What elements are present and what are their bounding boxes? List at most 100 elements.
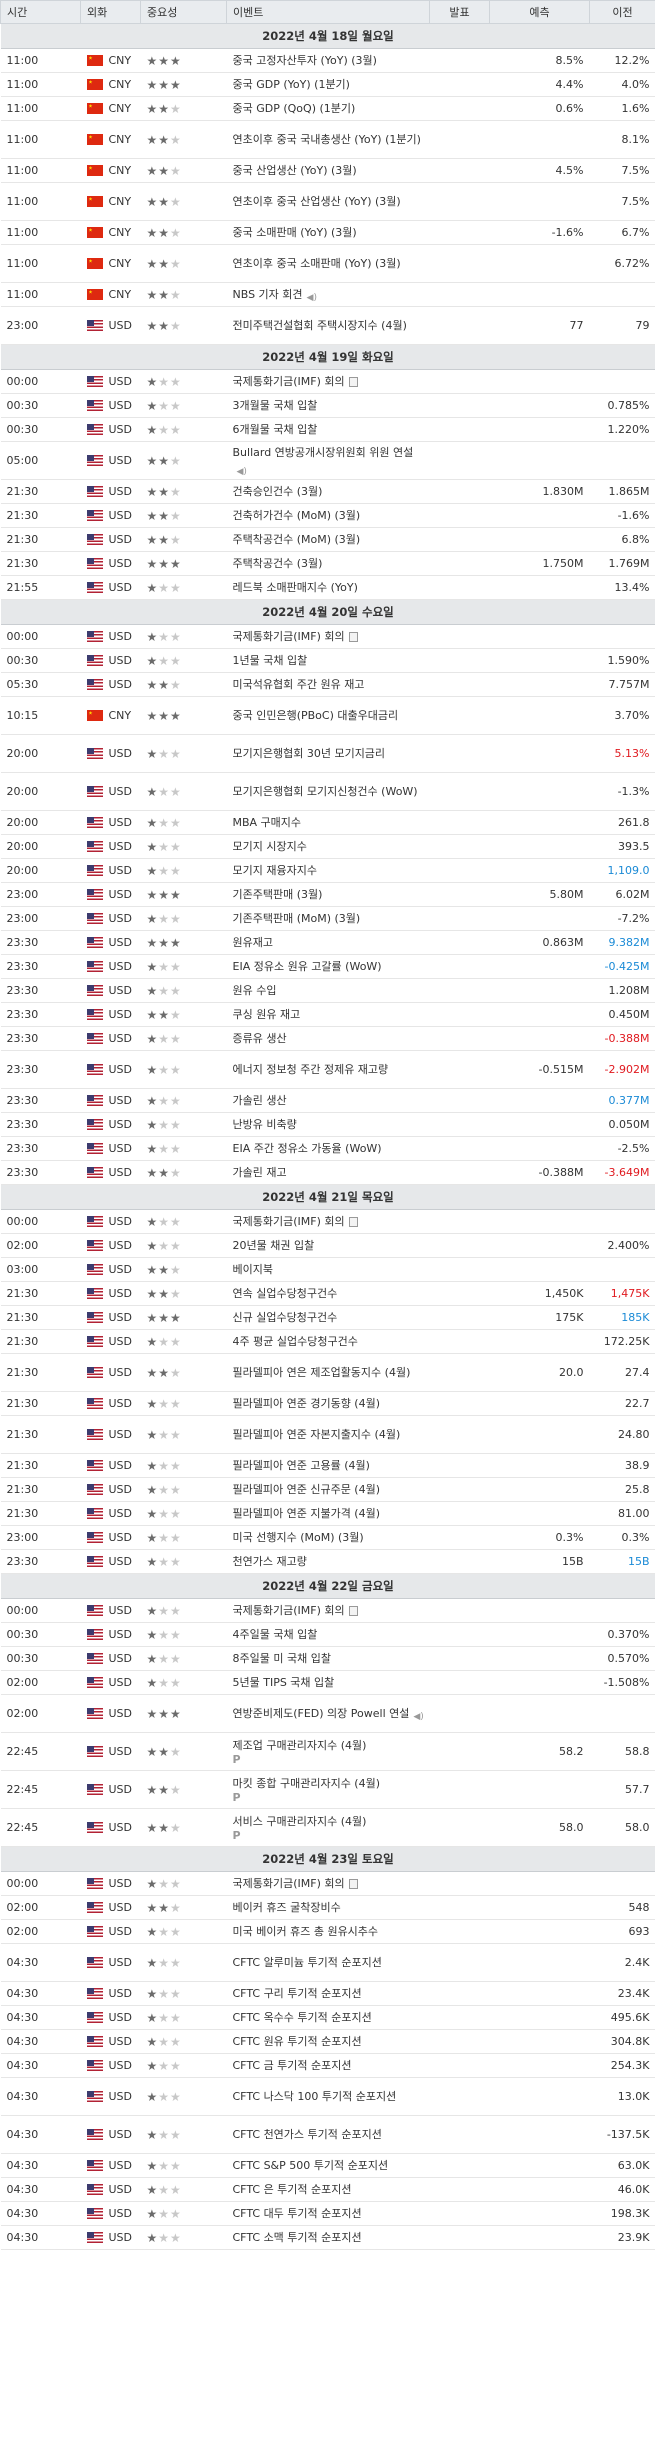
table-row[interactable]: 04:30 USD ★★★ CFTC S&P 500 투기적 순포지션 63.0K	[0, 2153, 655, 2178]
table-row[interactable]: 23:30 USD ★★★ 원유재고 0.863M 9.382M	[0, 930, 655, 955]
event-name[interactable]: 베이지북	[232, 1262, 273, 1276]
event-name[interactable]: 모기지 재융자지수	[232, 863, 317, 877]
event-name[interactable]: 연속 실업수당청구건수	[232, 1286, 338, 1300]
event-name[interactable]: 주택착공건수 (MoM) (3월)	[232, 532, 361, 546]
event-name[interactable]: 레드북 소매판매지수 (YoY)	[232, 580, 358, 594]
event-name[interactable]: 마킷 종합 구매관리자지수 (4월)	[232, 1776, 381, 1790]
event-name[interactable]: EIA 정유소 원유 고갈률 (WoW)	[232, 959, 382, 973]
event-name[interactable]: 가솔린 생산	[232, 1093, 287, 1107]
event-name[interactable]: 국제통화기금(IMF) 회의	[232, 1876, 345, 1890]
event-name-cell[interactable]: 증류유 생산	[226, 1026, 430, 1051]
event-name[interactable]: 5년물 TIPS 국채 입찰	[232, 1675, 335, 1689]
table-row[interactable]: 04:30 USD ★★★ CFTC 알루미늄 투기적 순포지션 2.4K	[0, 1943, 655, 1982]
event-name[interactable]: 쿠싱 원유 재고	[232, 1007, 301, 1021]
table-row[interactable]: 23:30 USD ★★★ 쿠싱 원유 재고 0.450M	[0, 1002, 655, 1027]
event-name[interactable]: CFTC 은 투기적 순포지션	[232, 2182, 352, 2196]
table-row[interactable]: 04:30 USD ★★★ CFTC 대두 투기적 순포지션 198.3K	[0, 2201, 655, 2226]
event-name[interactable]: CFTC 나스닥 100 투기적 순포지션	[232, 2089, 397, 2103]
table-row[interactable]: 21:30 USD ★★★ 필라델피아 연준 지불가격 (4월) 81.00	[0, 1501, 655, 1526]
event-name[interactable]: 건축승인건수 (3월)	[232, 484, 323, 498]
event-name-cell[interactable]: 천연가스 재고량	[226, 1549, 430, 1574]
event-name[interactable]: 8주일물 미 국채 입찰	[232, 1651, 331, 1665]
event-name-cell[interactable]: 국제통화기금(IMF) 회의	[226, 1209, 430, 1234]
event-name[interactable]: 미국 베이커 휴즈 총 원유시추수	[232, 1924, 379, 1938]
event-name[interactable]: 3개월물 국채 입찰	[232, 398, 318, 412]
header-time[interactable]: 시간	[0, 0, 81, 24]
table-row[interactable]: 22:45 USD ★★★ 제조업 구매관리자지수 (4월) P 58.2 58.8	[0, 1732, 655, 1771]
table-row[interactable]: 11:00 CNY ★★★ 중국 GDP (QoQ) (1분기) 0.6% 1.6%	[0, 96, 655, 121]
table-row[interactable]: 11:00 CNY ★★★ 중국 소매판매 (YoY) (3월) -1.6% 6.7%	[0, 220, 655, 245]
event-name[interactable]: 가솔린 재고	[232, 1165, 287, 1179]
event-name-cell[interactable]: 5년물 TIPS 국채 입찰	[226, 1670, 430, 1695]
event-name-cell[interactable]: Bullard 연방공개시장위원회 위원 연설 ◀)	[226, 441, 430, 480]
event-name-cell[interactable]: 베이지북	[226, 1257, 430, 1282]
event-name-cell[interactable]: 3개월물 국채 입찰	[226, 393, 430, 418]
event-name-cell[interactable]: 모기지은행협회 모기지신청건수 (WoW)	[226, 772, 430, 811]
table-row[interactable]: 21:30 USD ★★★ 필라델피아 연은 제조업활동지수 (4월) 20.0 27.4	[0, 1353, 655, 1392]
table-row[interactable]: 21:30 USD ★★★ 주택착공건수 (3월) 1.750M 1.769M	[0, 551, 655, 576]
event-name[interactable]: 중국 인민은행(PBoC) 대출우대금리	[232, 708, 399, 722]
event-name-cell[interactable]: 기존주택판매 (3월)	[226, 882, 430, 907]
event-name[interactable]: CFTC 옥수수 투기적 순포지션	[232, 2010, 372, 2024]
event-name-cell[interactable]: 6개월물 국채 입찰	[226, 417, 430, 442]
event-name[interactable]: 전미주택건설협회 주택시장지수 (4월)	[232, 318, 407, 332]
event-name-cell[interactable]: CFTC 원유 투기적 순포지션	[226, 2029, 430, 2054]
table-row[interactable]: 21:30 USD ★★★ 필라델피아 연준 신규주문 (4월) 25.8	[0, 1477, 655, 1502]
event-name[interactable]: EIA 주간 정유소 가동율 (WoW)	[232, 1141, 382, 1155]
event-name-cell[interactable]: 에너지 정보청 주간 정제유 재고량	[226, 1050, 430, 1089]
event-name[interactable]: 미국석유협회 주간 원유 재고	[232, 677, 365, 691]
event-name[interactable]: 기존주택판매 (3월)	[232, 887, 323, 901]
event-name-cell[interactable]: 필라델피아 연준 경기동향 (4월)	[226, 1391, 430, 1416]
event-name-cell[interactable]: CFTC 옥수수 투기적 순포지션	[226, 2005, 430, 2030]
table-row[interactable]: 23:00 USD ★★★ 전미주택건설협회 주택시장지수 (4월) 77 79	[0, 306, 655, 345]
header-forecast[interactable]: 예측	[489, 0, 590, 24]
event-name[interactable]: Bullard 연방공개시장위원회 위원 연설	[232, 445, 414, 459]
event-name[interactable]: 연초이후 중국 산업생산 (YoY) (3월)	[232, 194, 401, 208]
event-name-cell[interactable]: 중국 산업생산 (YoY) (3월)	[226, 158, 430, 183]
table-row[interactable]: 03:00 USD ★★★ 베이지북	[0, 1257, 655, 1282]
event-name[interactable]: 연초이후 중국 국내총생산 (YoY) (1분기)	[232, 132, 421, 146]
table-row[interactable]: 11:00 CNY ★★★ NBS 기자 회견 ◀)	[0, 282, 655, 307]
table-row[interactable]: 00:30 USD ★★★ 1년물 국채 입찰 1.590%	[0, 648, 655, 673]
event-name-cell[interactable]: 국제통화기금(IMF) 회의	[226, 1871, 430, 1896]
document-icon[interactable]	[348, 631, 358, 642]
event-name[interactable]: CFTC 금 투기적 순포지션	[232, 2058, 352, 2072]
table-row[interactable]: 04:30 USD ★★★ CFTC 천연가스 투기적 순포지션 -137.5K	[0, 2115, 655, 2154]
event-name-cell[interactable]: 4주일물 국채 입찰	[226, 1622, 430, 1647]
event-name[interactable]: 4주 평균 실업수당청구건수	[232, 1334, 358, 1348]
table-row[interactable]: 00:00 USD ★★★ 국제통화기금(IMF) 회의	[0, 1598, 655, 1623]
header-previous[interactable]: 이전	[589, 0, 655, 24]
event-name-cell[interactable]: CFTC S&P 500 투기적 순포지션	[226, 2153, 430, 2178]
header-currency[interactable]: 외화	[80, 0, 141, 24]
event-name[interactable]: 모기지은행협회 30년 모기지금리	[232, 746, 386, 760]
event-name[interactable]: 에너지 정보청 주간 정제유 재고량	[232, 1062, 389, 1076]
event-name-cell[interactable]: 8주일물 미 국채 입찰	[226, 1646, 430, 1671]
event-name-cell[interactable]: CFTC 나스닥 100 투기적 순포지션	[226, 2077, 430, 2116]
event-name-cell[interactable]: NBS 기자 회견 ◀)	[226, 282, 430, 307]
table-row[interactable]: 21:30 USD ★★★ 필라델피아 연준 고용률 (4월) 38.9	[0, 1453, 655, 1478]
event-name[interactable]: 연방준비제도(FED) 의장 Powell 연설	[232, 1706, 410, 1720]
table-row[interactable]: 11:00 CNY ★★★ 중국 고정자산투자 (YoY) (3월) 8.5% 12.2%	[0, 48, 655, 73]
table-row[interactable]: 21:30 USD ★★★ 주택착공건수 (MoM) (3월) 6.8%	[0, 527, 655, 552]
table-row[interactable]: 05:00 USD ★★★ Bullard 연방공개시장위원회 위원 연설◀)	[0, 441, 655, 480]
event-name[interactable]: CFTC 알루미늄 투기적 순포지션	[232, 1955, 382, 1969]
table-row[interactable]: 11:00 CNY ★★★ 연초이후 중국 산업생산 (YoY) (3월) 7.5%	[0, 182, 655, 221]
event-name[interactable]: CFTC S&P 500 투기적 순포지션	[232, 2158, 389, 2172]
event-name-cell[interactable]: 연초이후 중국 국내총생산 (YoY) (1분기)	[226, 120, 430, 159]
event-name-cell[interactable]: 신규 실업수당청구건수	[226, 1305, 430, 1330]
table-row[interactable]: 02:00 USD ★★★ 미국 베이커 휴즈 총 원유시추수 693	[0, 1919, 655, 1944]
event-name-cell[interactable]: 연초이후 중국 산업생산 (YoY) (3월)	[226, 182, 430, 221]
table-row[interactable]: 02:00 USD ★★★ 연방준비제도(FED) 의장 Powell 연설 ◀)	[0, 1694, 655, 1733]
event-name[interactable]: 중국 GDP (QoQ) (1분기)	[232, 101, 356, 115]
event-name-cell[interactable]: 중국 고정자산투자 (YoY) (3월)	[226, 48, 430, 73]
event-name[interactable]: 중국 소매판매 (YoY) (3월)	[232, 225, 357, 239]
event-name-cell[interactable]: 모기지 시장지수	[226, 834, 430, 859]
event-name[interactable]: 원유재고	[232, 935, 273, 949]
event-name-cell[interactable]: MBA 구매지수	[226, 810, 430, 835]
table-row[interactable]: 21:30 USD ★★★ 4주 평균 실업수당청구건수 172.25K	[0, 1329, 655, 1354]
event-name[interactable]: 모기지 시장지수	[232, 839, 307, 853]
table-row[interactable]: 00:30 USD ★★★ 4주일물 국채 입찰 0.370%	[0, 1622, 655, 1647]
table-row[interactable]: 04:30 USD ★★★ CFTC 나스닥 100 투기적 순포지션 13.0K	[0, 2077, 655, 2116]
document-icon[interactable]	[348, 1216, 358, 1227]
event-name-cell[interactable]: 중국 GDP (QoQ) (1분기)	[226, 96, 430, 121]
